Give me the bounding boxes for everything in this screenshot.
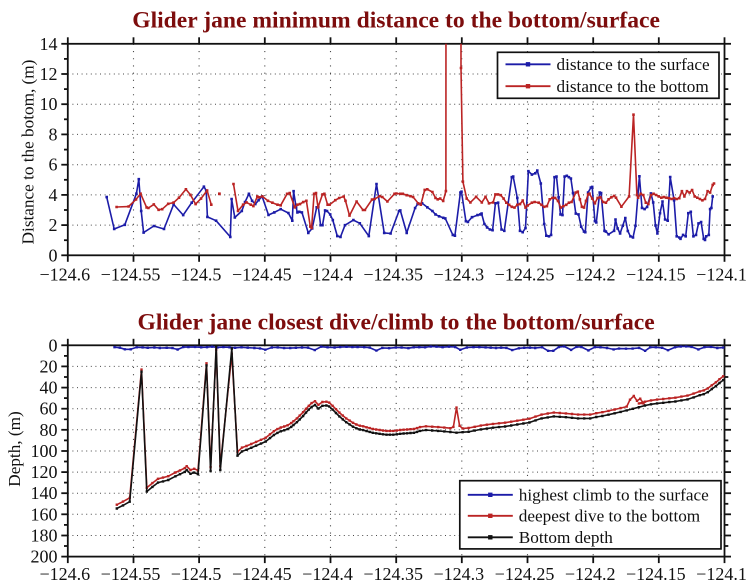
svg-text:highest climb to the surface: highest climb to the surface: [519, 486, 709, 505]
svg-text:Bottom depth: Bottom depth: [519, 528, 613, 547]
svg-text:12: 12: [40, 64, 58, 84]
svg-text:−124.3: −124.3: [433, 564, 484, 583]
svg-text:−124.2: −124.2: [565, 265, 616, 285]
svg-text:14: 14: [40, 34, 58, 54]
svg-text:deepest dive to the bottom: deepest dive to the bottom: [519, 507, 701, 526]
svg-text:−124.15: −124.15: [626, 265, 686, 285]
svg-text:−124.4: −124.4: [302, 265, 353, 285]
svg-text:200: 200: [31, 547, 58, 567]
svg-text:−124.35: −124.35: [363, 564, 423, 583]
svg-text:80: 80: [40, 420, 58, 440]
svg-text:6: 6: [49, 155, 58, 175]
svg-text:160: 160: [31, 504, 58, 524]
svg-text:−124.6: −124.6: [39, 564, 90, 583]
svg-text:−124.1: −124.1: [696, 564, 747, 583]
svg-text:0: 0: [49, 245, 58, 265]
svg-text:2: 2: [49, 215, 58, 235]
svg-text:20: 20: [40, 356, 58, 376]
svg-text:−124.25: −124.25: [495, 564, 555, 583]
svg-text:−124.55: −124.55: [101, 564, 161, 583]
svg-text:distance to the surface: distance to the surface: [557, 55, 711, 74]
svg-text:Depth, (m): Depth, (m): [5, 411, 24, 486]
svg-text:0: 0: [49, 335, 58, 355]
svg-text:−124.5: −124.5: [171, 265, 222, 285]
svg-text:−124.1: −124.1: [696, 265, 747, 285]
svg-text:−124.15: −124.15: [626, 564, 686, 583]
svg-text:8: 8: [49, 124, 58, 144]
svg-text:−124.35: −124.35: [363, 265, 423, 285]
svg-text:4: 4: [49, 185, 58, 205]
svg-text:distance to the bottom: distance to the bottom: [557, 77, 710, 96]
svg-text:60: 60: [40, 399, 58, 419]
svg-text:Glider jane closest dive/climb: Glider jane closest dive/climb to the bo…: [137, 310, 654, 336]
svg-text:−124.5: −124.5: [171, 564, 222, 583]
svg-text:−124.45: −124.45: [232, 265, 292, 285]
svg-text:−124.4: −124.4: [302, 564, 353, 583]
svg-text:40: 40: [40, 378, 58, 398]
svg-text:−124.55: −124.55: [101, 265, 161, 285]
svg-text:−124.2: −124.2: [565, 564, 616, 583]
svg-text:100: 100: [31, 441, 58, 461]
svg-text:−124.45: −124.45: [232, 564, 292, 583]
svg-text:140: 140: [31, 483, 58, 503]
svg-text:−124.3: −124.3: [433, 265, 484, 285]
svg-text:10: 10: [40, 94, 58, 114]
svg-text:Glider jane minimum distance t: Glider jane minimum distance to the bott…: [132, 8, 660, 34]
svg-text:−124.6: −124.6: [39, 265, 90, 285]
svg-text:180: 180: [31, 526, 58, 546]
svg-text:−124.25: −124.25: [495, 265, 555, 285]
svg-text:Distance to the botom, (m): Distance to the botom, (m): [19, 60, 38, 245]
svg-text:120: 120: [31, 462, 58, 482]
